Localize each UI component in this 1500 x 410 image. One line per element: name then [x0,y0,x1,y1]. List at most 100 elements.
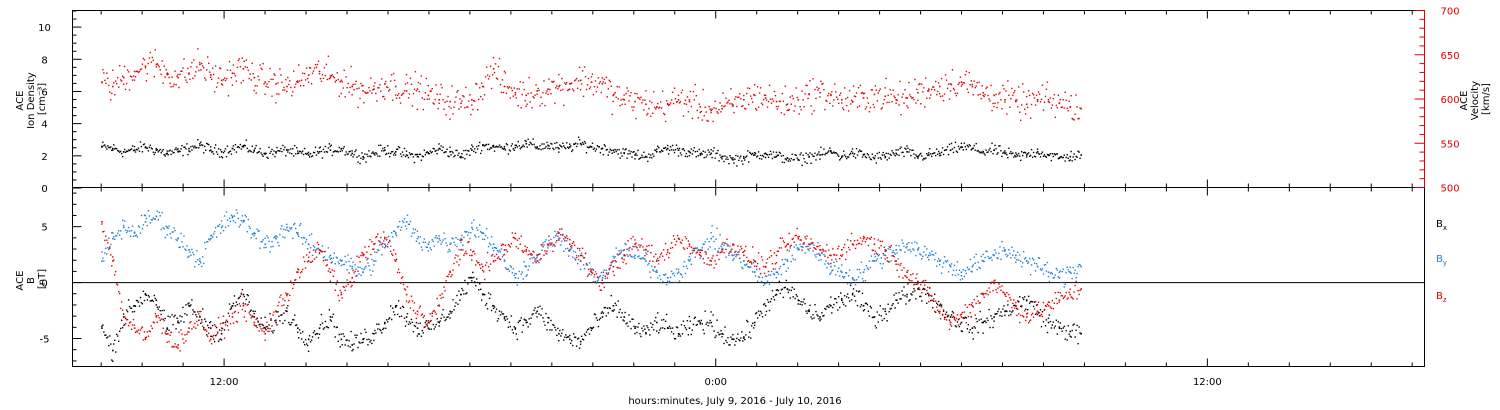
series-point [437,304,439,307]
series-point [297,331,299,333]
series-point [122,226,125,229]
series-point [1068,160,1070,162]
series-point [164,332,166,334]
series-point [287,76,289,79]
series-point [582,95,585,97]
series-point [177,150,179,153]
series-point [768,84,771,87]
series-point [248,301,250,303]
series-point [149,51,152,54]
series-point [243,219,246,222]
series-point [368,265,370,267]
series-point [471,104,473,106]
series-point [106,253,108,255]
series-point [752,154,755,156]
series-point [819,249,821,251]
series-point [1058,102,1060,104]
series-point [955,94,958,97]
series-point [972,147,974,149]
series-point [496,249,499,252]
series-point [155,315,157,317]
series-point [655,108,657,110]
series-point [242,146,245,148]
series-point [485,302,488,305]
series-point [503,249,506,251]
bottom-panel-frame [72,187,1425,367]
series-point [654,149,656,151]
series-point [1016,307,1018,310]
series-point [668,280,671,282]
series-point [967,146,970,148]
series-point [295,279,297,281]
series-point [935,93,938,96]
series-point [980,318,982,320]
series-point [536,316,538,318]
series-point [460,249,462,251]
series-point [751,101,754,103]
series-point [520,146,522,149]
series-point [454,244,456,246]
series-point [271,148,273,151]
series-point [688,327,691,329]
series-point [594,313,597,316]
series-point [475,236,477,238]
series-point [918,288,920,290]
series-point [1054,116,1057,119]
series-point [214,334,217,337]
series-point [109,247,111,249]
series-point [599,81,602,83]
series-point [1005,152,1007,154]
series-point [133,324,136,326]
series-point [119,307,122,310]
series-point [286,148,288,151]
series-point [946,259,949,262]
series-point [784,286,787,289]
series-point [624,103,626,105]
series-point [583,66,586,68]
series-point [855,290,858,292]
series-point [347,153,349,155]
series-point [440,297,442,299]
series-point [895,249,897,251]
series-point [486,148,489,151]
series-point [915,298,917,300]
series-point [1077,265,1079,268]
series-point [203,152,205,154]
series-point [235,301,238,303]
series-point [451,274,453,276]
series-point [182,338,184,340]
series-point [250,317,252,319]
series-point [800,246,802,248]
series-point [963,142,966,144]
series-point [234,310,237,313]
series-point [798,159,800,161]
series-point [373,339,375,342]
series-point [854,283,857,286]
series-point [773,90,776,93]
series-point [593,147,596,149]
series-point [840,157,842,160]
series-point [836,152,838,155]
series-point [786,109,789,112]
series-point [569,248,572,250]
series-point [757,151,760,153]
series-point [448,273,450,276]
series-point [166,226,169,229]
series-point [879,88,881,90]
series-point [142,143,145,146]
series-point [253,234,255,237]
series-point [820,318,822,320]
series-point [479,152,482,155]
series-point [670,331,673,333]
series-point [116,82,118,85]
series-point [653,155,655,158]
series-point [573,79,576,82]
series-point [358,87,360,89]
series-point [1079,157,1081,160]
series-point [933,152,936,154]
series-point [1040,325,1043,328]
series-point [199,144,201,147]
series-point [818,318,820,320]
series-point [261,323,263,326]
series-point [556,85,558,87]
